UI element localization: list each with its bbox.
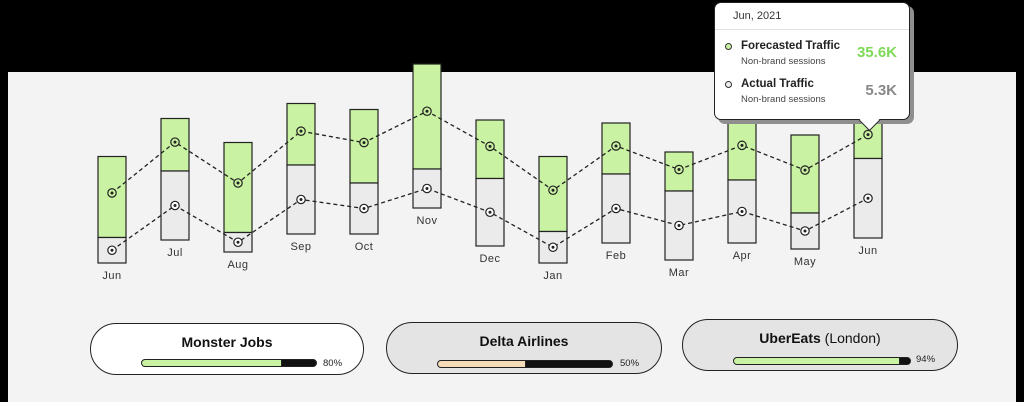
x-tick-label: Jun bbox=[858, 245, 877, 257]
actual-point-center bbox=[173, 204, 177, 207]
client-name: Delta Airlines bbox=[479, 333, 569, 349]
x-tick-label: Sep bbox=[290, 241, 311, 253]
forecast-point-center bbox=[110, 191, 114, 195]
x-tick-label: Nov bbox=[416, 215, 437, 227]
forecast-point-center bbox=[425, 109, 429, 113]
tooltip-date: Jun, 2021 bbox=[715, 3, 909, 30]
actual-point-center bbox=[740, 210, 744, 213]
progress-percent: 80% bbox=[323, 358, 343, 369]
tooltip-actual-sub: Non-brand sessions bbox=[741, 94, 826, 105]
actual-point-center bbox=[488, 210, 492, 214]
client-name: Monster Jobs bbox=[181, 334, 273, 350]
progress-fill bbox=[142, 360, 283, 366]
client-name: UberEats (London) bbox=[759, 330, 881, 346]
x-tick-label: Apr bbox=[733, 250, 752, 262]
actual-point-center bbox=[614, 207, 618, 210]
forecast-point-center bbox=[488, 144, 492, 148]
forecast-point-center bbox=[362, 141, 366, 145]
actual-point-center bbox=[236, 240, 240, 244]
progress-bar bbox=[437, 360, 613, 368]
client-card-ubereats[interactable]: UberEats (London) 94% bbox=[682, 319, 958, 371]
tooltip-actual-value: 5.3K bbox=[865, 82, 897, 99]
actual-point-center bbox=[803, 229, 807, 233]
actual-point-center bbox=[299, 198, 303, 201]
x-tick-label: May bbox=[794, 256, 816, 268]
progress-fill bbox=[734, 358, 901, 364]
client-card-monster-jobs[interactable]: Monster Jobs 80% bbox=[90, 323, 364, 375]
actual-point-center bbox=[551, 245, 555, 249]
actual-bar bbox=[160, 170, 190, 241]
progress-bar bbox=[141, 359, 317, 367]
x-tick-label: Dec bbox=[479, 253, 500, 265]
client-card-delta-airlines[interactable]: Delta Airlines 50% bbox=[386, 322, 662, 374]
tooltip-forecast-name: Forecasted Traffic bbox=[741, 40, 841, 52]
forecast-point-center bbox=[173, 140, 177, 144]
progress-fill bbox=[438, 361, 526, 367]
actual-bar bbox=[349, 182, 379, 235]
forecast-point-center bbox=[614, 144, 618, 148]
tooltip-actual-name: Actual Traffic bbox=[741, 78, 814, 90]
progress-percent: 94% bbox=[916, 354, 936, 365]
x-tick-label: Mar bbox=[669, 267, 689, 279]
tooltip-row-forecast: Forecasted Traffic Non-brand sessions 35… bbox=[725, 40, 897, 74]
forecast-point-center bbox=[677, 168, 681, 172]
actual-dot-icon bbox=[725, 81, 732, 88]
x-tick-label: Oct bbox=[355, 241, 374, 253]
progress-bar bbox=[733, 357, 911, 365]
tooltip-forecast-value: 35.6K bbox=[856, 44, 897, 61]
actual-point-center bbox=[425, 187, 429, 190]
forecast-point-center bbox=[551, 188, 555, 192]
tooltip-forecast-sub: Non-brand sessions bbox=[741, 56, 826, 67]
progress-percent: 50% bbox=[620, 358, 640, 369]
actual-bar bbox=[286, 164, 316, 235]
x-tick-label: Feb bbox=[606, 250, 626, 262]
forecast-point-center bbox=[236, 181, 240, 185]
forecast-point-center bbox=[299, 129, 303, 133]
forecast-bar bbox=[286, 102, 316, 166]
forecast-dot-icon bbox=[725, 43, 732, 50]
tooltip-row-actual: Actual Traffic Non-brand sessions 5.3K bbox=[725, 78, 897, 112]
forecast-point-center bbox=[866, 133, 870, 137]
actual-point-center bbox=[866, 196, 870, 200]
chart-tooltip: Jun, 2021 Forecasted Traffic Non-brand s… bbox=[714, 2, 910, 132]
actual-point-center bbox=[677, 224, 681, 227]
x-tick-label: Jan bbox=[543, 270, 562, 282]
x-tick-label: Aug bbox=[227, 259, 248, 271]
actual-point-center bbox=[362, 207, 366, 210]
forecast-point-center bbox=[740, 143, 744, 147]
x-tick-label: Jun bbox=[102, 270, 121, 282]
x-tick-label: Jul bbox=[167, 247, 183, 259]
forecast-point-center bbox=[803, 168, 807, 172]
actual-point-center bbox=[110, 248, 114, 252]
